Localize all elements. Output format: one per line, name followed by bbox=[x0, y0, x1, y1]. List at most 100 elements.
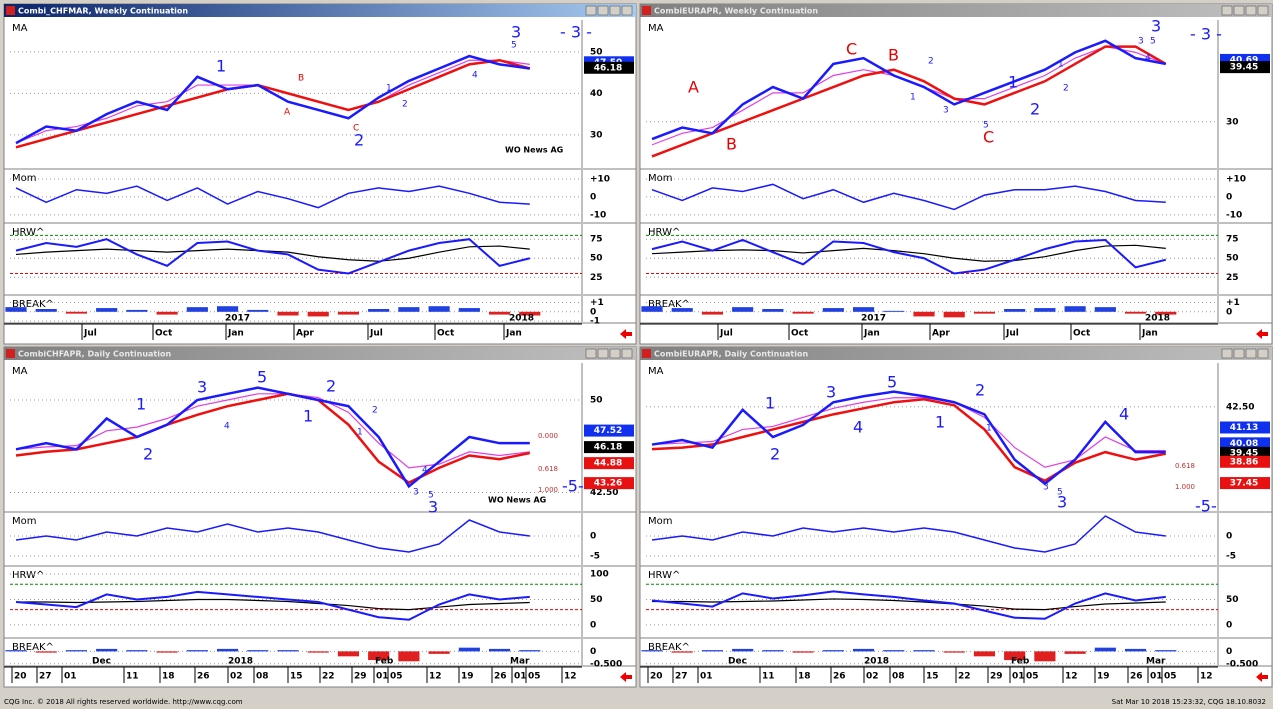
break-bar bbox=[488, 648, 511, 652]
price-box bbox=[1220, 437, 1270, 450]
break-bar bbox=[701, 311, 724, 315]
annotation: 1 bbox=[986, 424, 992, 434]
x-tick-label: 11 bbox=[762, 672, 775, 682]
app-icon bbox=[642, 349, 651, 358]
break-bar bbox=[96, 648, 118, 652]
window-button[interactable] bbox=[1245, 348, 1257, 359]
window-button[interactable] bbox=[1257, 5, 1269, 16]
fib-label: 0.618 bbox=[538, 465, 558, 473]
scroll-arrow[interactable] bbox=[1256, 329, 1268, 339]
x-tick-label: 08 bbox=[256, 672, 269, 682]
hrw-line bbox=[15, 238, 531, 275]
period-label: 2017 bbox=[861, 314, 886, 324]
window-button[interactable] bbox=[621, 5, 633, 16]
y-tick-label: 75 bbox=[1226, 235, 1239, 245]
price-box bbox=[584, 424, 634, 437]
price-box bbox=[1220, 61, 1270, 74]
price-box-label: 46.18 bbox=[594, 63, 622, 73]
break-bar bbox=[398, 651, 420, 662]
y-tick-label: 30 bbox=[590, 130, 603, 140]
annotation: C bbox=[353, 124, 359, 134]
break-bar bbox=[337, 311, 360, 315]
window-button[interactable] bbox=[621, 348, 633, 359]
annotation: 3 bbox=[511, 23, 521, 42]
window-button[interactable] bbox=[1233, 348, 1245, 359]
annotation: 4 bbox=[422, 466, 428, 476]
price-box-label: 37.45 bbox=[1230, 479, 1258, 489]
annotation: 2 bbox=[326, 377, 336, 396]
window-button[interactable] bbox=[1221, 5, 1233, 16]
x-tick-label: Apr bbox=[296, 329, 314, 339]
price-box bbox=[1220, 421, 1270, 434]
window-button[interactable] bbox=[1245, 5, 1257, 16]
price-box-label: 41.13 bbox=[1230, 423, 1258, 433]
scroll-arrow[interactable] bbox=[1256, 672, 1268, 682]
momentum-line bbox=[15, 185, 530, 209]
scroll-arrow[interactable] bbox=[620, 329, 632, 339]
x-tick-label: 18 bbox=[162, 672, 175, 682]
momentum-line bbox=[651, 515, 1166, 553]
break-bar bbox=[519, 311, 541, 316]
window-button[interactable] bbox=[1257, 348, 1269, 359]
x-tick-label: 29 bbox=[990, 672, 1003, 682]
y-tick-label: +1 bbox=[1226, 298, 1240, 308]
break-bar bbox=[943, 311, 965, 318]
x-tick-label: Jan bbox=[1141, 329, 1158, 339]
window-button[interactable] bbox=[585, 348, 597, 359]
price-line bbox=[15, 58, 531, 149]
x-tick-label: 02 bbox=[230, 672, 243, 682]
annotation: 5 bbox=[1150, 37, 1156, 47]
y-tick-label: 25 bbox=[590, 273, 603, 283]
y-tick-label: 0 bbox=[590, 192, 596, 202]
annotation: 5 bbox=[257, 368, 267, 387]
price-box bbox=[584, 457, 634, 470]
price-box bbox=[1220, 455, 1270, 468]
window-button[interactable] bbox=[609, 348, 621, 359]
break-bar bbox=[1064, 651, 1086, 654]
y-tick-label: 30 bbox=[1226, 117, 1239, 127]
fib-label: 1.000 bbox=[1175, 483, 1195, 491]
y-tick-label: 50 bbox=[590, 595, 603, 605]
scroll-arrow[interactable] bbox=[620, 672, 632, 682]
annotation: 3 bbox=[1043, 483, 1049, 493]
x-tick-label: 26 bbox=[494, 672, 507, 682]
window-button[interactable] bbox=[1221, 348, 1233, 359]
break-bar bbox=[671, 308, 693, 312]
x-tick-label: 15 bbox=[290, 672, 303, 682]
y-tick-label: 40 bbox=[590, 89, 603, 99]
annotation: 2 bbox=[1063, 84, 1069, 94]
annotation: 2 bbox=[402, 100, 408, 110]
window-button[interactable] bbox=[1233, 5, 1245, 16]
break-bar bbox=[822, 308, 844, 312]
x-tick-label: 01 bbox=[1150, 672, 1163, 682]
annotation: C bbox=[846, 40, 857, 59]
break-bar bbox=[1094, 307, 1116, 312]
annotation: 2 bbox=[354, 131, 364, 150]
x-tick-label: Oct bbox=[791, 329, 809, 339]
annotation: 4 bbox=[1145, 54, 1151, 64]
y-tick-label: +10 bbox=[590, 174, 610, 184]
x-tick-label: 22 bbox=[322, 672, 335, 682]
chart-window: CombiEURAPR, Daily ContinuationMA42.5041… bbox=[639, 346, 1273, 688]
footer-right: Sat Mar 10 2018 15:23:32, CQG 18.10.8032 bbox=[1112, 698, 1266, 706]
x-tick-label: 08 bbox=[892, 672, 905, 682]
hrw-average bbox=[651, 244, 1166, 262]
app-icon bbox=[642, 6, 651, 15]
panel-label: Mom bbox=[648, 516, 673, 527]
window-button[interactable] bbox=[585, 5, 597, 16]
annotation: 4 bbox=[853, 418, 863, 437]
window-title: CombiEURAPR, Daily Continuation bbox=[654, 350, 808, 359]
break-bar bbox=[641, 650, 663, 652]
price-line bbox=[651, 39, 1167, 141]
annotation: 5 bbox=[1057, 488, 1063, 498]
window-button[interactable] bbox=[597, 5, 609, 16]
y-tick-label: -10 bbox=[1226, 210, 1242, 220]
annotation: WO News AG bbox=[488, 496, 546, 505]
annotation: A bbox=[688, 78, 699, 97]
annotation: - 3 - bbox=[1190, 25, 1222, 44]
y-tick-label: 75 bbox=[590, 235, 603, 245]
x-tick-label: 18 bbox=[798, 672, 811, 682]
window-button[interactable] bbox=[609, 5, 621, 16]
window-button[interactable] bbox=[597, 348, 609, 359]
price-box-label: 39.45 bbox=[1230, 448, 1258, 458]
